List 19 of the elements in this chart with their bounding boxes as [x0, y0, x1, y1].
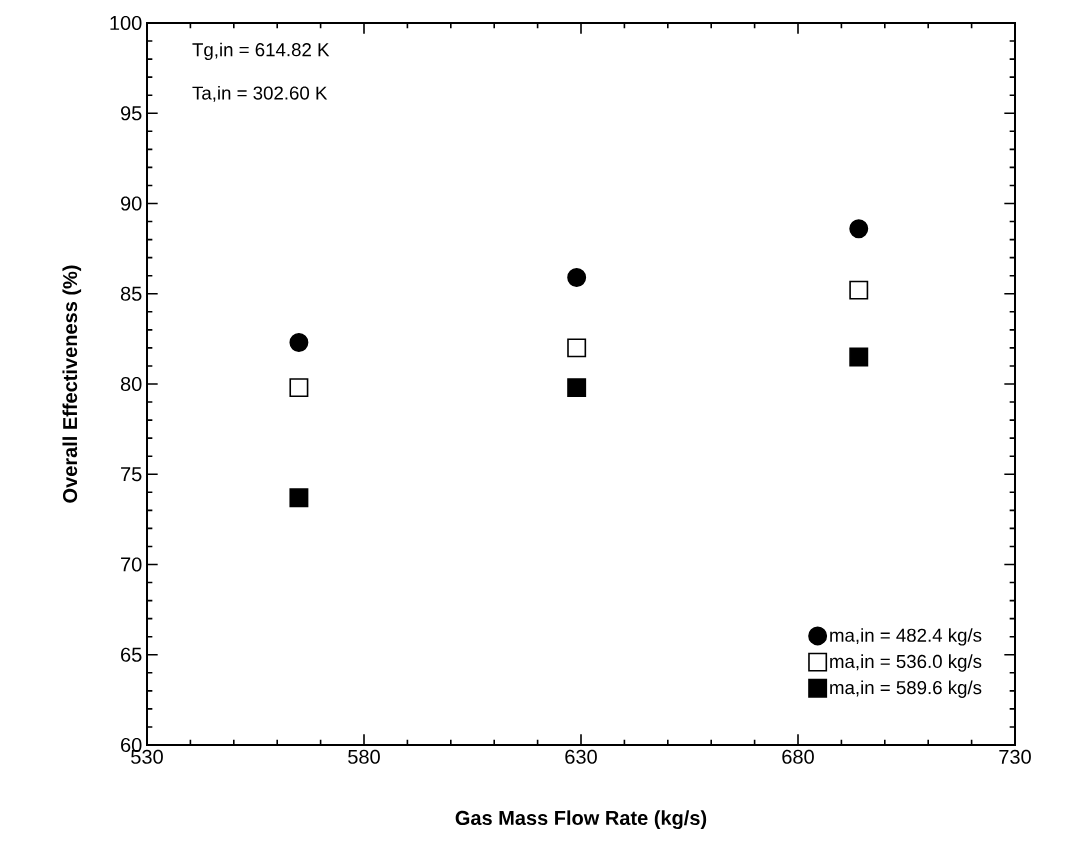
legend-label: ma,in = 482.4 kg/s: [830, 628, 982, 646]
annotation: Ta,in = 302.60 K: [192, 85, 328, 102]
x-axis-title: Gas Mass Flow Rate (kg/s): [455, 810, 707, 830]
y-tick-label: 65: [121, 647, 142, 662]
annotation: Tg,in = 614.82 K: [192, 42, 330, 61]
x-tick-label: 630: [565, 749, 597, 764]
legend-label: ma,in = 589.6 kg/s: [830, 680, 982, 698]
y-tick-label: 80: [120, 376, 142, 392]
y-tick-label: 95: [120, 106, 142, 121]
x-tick-label: 680: [782, 749, 814, 764]
y-tick-label: 75: [121, 467, 142, 482]
y-axis-title: Overall Effectiveness (%): [62, 265, 82, 503]
legend-label: ma,in = 536.0 kg/s: [830, 654, 982, 672]
x-tick-label: 730: [999, 749, 1031, 764]
y-tick-label: 70: [121, 557, 142, 572]
y-tick-label: 85: [120, 286, 142, 301]
x-tick-label: 580: [348, 749, 380, 764]
y-tick-label: 100: [110, 15, 142, 31]
y-tick-label: 90: [120, 196, 142, 211]
